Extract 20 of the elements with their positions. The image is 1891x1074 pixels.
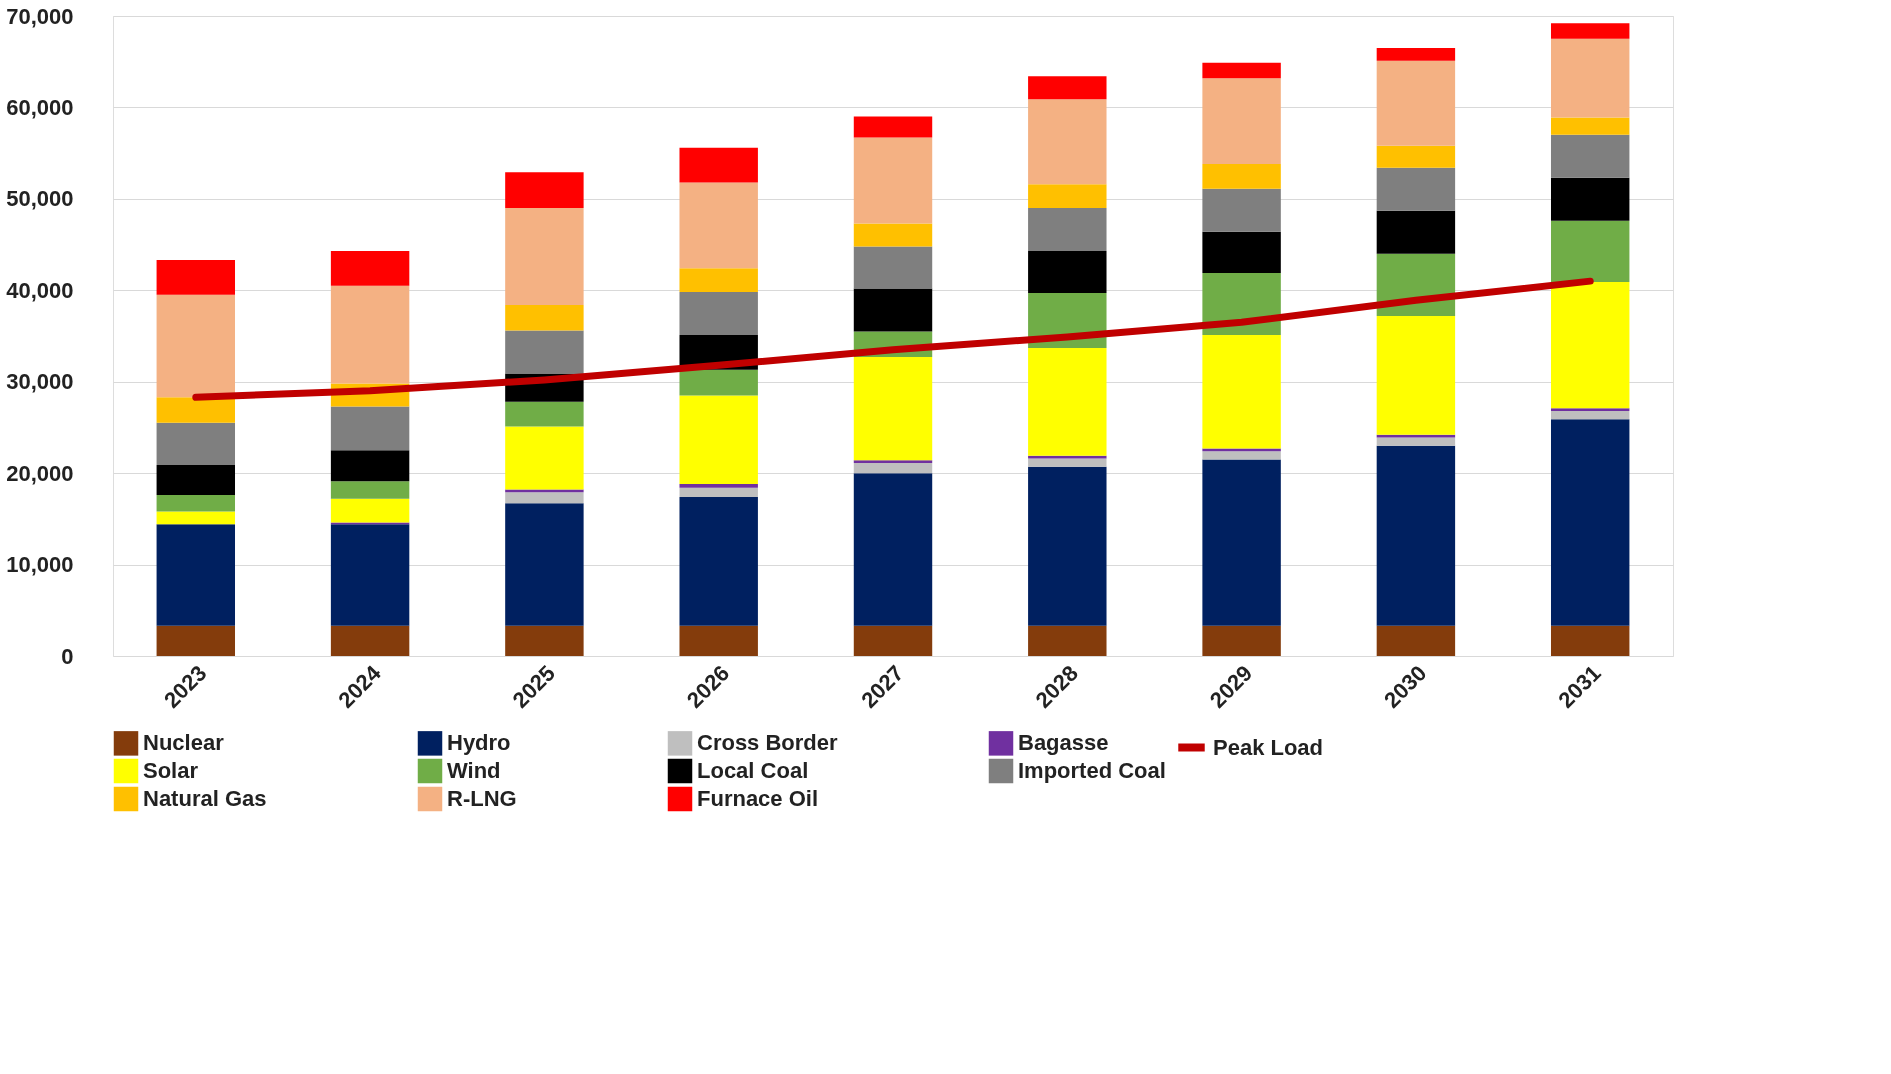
legend-label: Imported Coal (1018, 758, 1166, 783)
legend-label: Nuclear (143, 730, 225, 756)
legend-label: Natural Gas (143, 786, 267, 811)
legend-label: Hydro (447, 730, 511, 756)
legend-label: R-LNG (447, 786, 517, 811)
y-tick-label: 20,000 (6, 460, 74, 486)
legend-label: Local Coal (697, 758, 809, 783)
y-tick-label: 40,000 (6, 277, 74, 303)
legend-label: Bagasse (1018, 730, 1109, 756)
y-tick-label: 0 (61, 643, 74, 669)
legend-label: Solar (143, 758, 199, 783)
legend-label: Wind (447, 758, 501, 783)
y-tick-label: 70,000 (6, 3, 74, 29)
y-tick-label: 60,000 (6, 94, 74, 120)
y-tick-label: 50,000 (6, 186, 74, 212)
y-tick-label: 10,000 (6, 552, 74, 578)
legend-label: Furnace Oil (697, 786, 819, 811)
legend-label: Cross Border (697, 730, 839, 756)
y-tick-label: 30,000 (6, 369, 74, 395)
legend-label: Peak Load (1213, 734, 1324, 760)
